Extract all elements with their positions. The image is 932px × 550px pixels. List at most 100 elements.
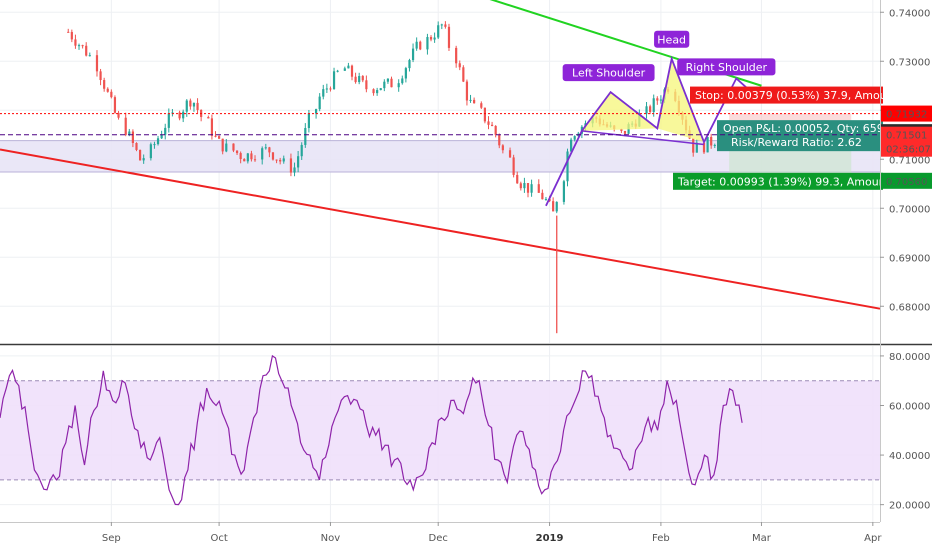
left-shoulder-area — [581, 92, 658, 131]
candle-body — [232, 143, 235, 151]
candle-body — [480, 103, 483, 108]
candle-body — [235, 150, 239, 154]
candle-body — [182, 111, 185, 119]
head-area — [657, 58, 704, 143]
candle-body — [167, 113, 170, 128]
candle-body — [426, 37, 429, 50]
candle-body — [498, 134, 501, 146]
stop-label-bg — [690, 86, 883, 104]
candle-body — [404, 68, 407, 79]
candle-body — [178, 112, 181, 119]
rr-label: Risk/Reward Ratio: 2.62 — [731, 136, 862, 149]
price-tag-bg — [881, 126, 932, 143]
rsi-pane[interactable] — [0, 346, 880, 522]
candle-body — [437, 25, 440, 38]
candle-body — [706, 136, 709, 153]
candle-body — [67, 31, 70, 33]
candle-body — [692, 138, 695, 153]
candle-body — [225, 143, 228, 152]
candle-body — [516, 174, 519, 184]
candle-body — [562, 181, 566, 202]
candle-body — [623, 130, 627, 134]
label-left-shoulder: Left Shoulder — [572, 67, 646, 80]
stop-label: Stop: 0.00379 (0.53%) 37.9, Amount — [695, 89, 899, 102]
candle-body — [358, 76, 361, 83]
price-axis-tick-label: 0.69000 — [889, 253, 930, 264]
candle-body — [447, 26, 451, 48]
candle-body — [300, 144, 303, 157]
candle-body — [261, 148, 264, 160]
price-axis-tick-label: 0.73000 — [889, 57, 930, 68]
candle-body — [544, 198, 548, 200]
candle-body — [473, 99, 476, 104]
candle-body — [444, 24, 447, 27]
candle-body — [487, 121, 490, 125]
time-axis-tick-label: Oct — [210, 533, 227, 544]
candle-body — [429, 37, 433, 40]
candle-body — [702, 142, 706, 153]
candle-body — [365, 80, 368, 90]
rsi-axis-tick-label: 60.0000 — [889, 401, 930, 412]
candle-body — [117, 112, 120, 118]
label-left-shoulder-bg — [562, 64, 655, 82]
candle-body — [411, 48, 415, 61]
candle-body — [347, 65, 350, 69]
price-axis-tick-label: 0.68000 — [889, 302, 930, 313]
candle-body — [645, 106, 648, 114]
candle-body — [192, 102, 196, 107]
candle-body — [164, 127, 167, 135]
rsi-line — [0, 354, 743, 506]
candle-body — [523, 183, 526, 189]
candle-body — [138, 149, 142, 161]
time-axis[interactable]: Sep Oct Nov Dec 2019 Feb Mar Apr — [102, 522, 882, 544]
rsi-axis[interactable]: 80.0000 60.0000 40.0000 20.0000 — [880, 352, 930, 512]
time-axis-tick-label: Feb — [652, 533, 670, 544]
candle-body — [185, 100, 188, 112]
price-tag-bg — [881, 140, 932, 157]
candle-body — [156, 138, 160, 145]
candle-body — [552, 201, 555, 212]
candle-body — [77, 45, 81, 47]
rsi-axis-tick-label: 40.0000 — [889, 451, 930, 462]
candle-body — [713, 144, 716, 146]
candle-body — [271, 152, 275, 160]
candle-body — [88, 55, 91, 57]
candle-body — [458, 63, 461, 68]
label-head: Head — [657, 33, 686, 46]
candle-body — [440, 24, 443, 26]
candle-body — [135, 142, 138, 150]
pattern-neckline[interactable] — [581, 130, 705, 146]
candle-body — [307, 113, 310, 129]
candle-body — [386, 78, 390, 82]
price-axis[interactable]: 0.740000.730000.720000.710000.700000.690… — [880, 0, 930, 522]
candle-body — [620, 129, 623, 131]
pane-divider — [0, 343, 932, 523]
candle-body — [508, 150, 512, 158]
candle-body — [433, 37, 436, 40]
candle-body — [275, 159, 278, 161]
candle-body — [537, 184, 540, 193]
rsi-axis-tick-label: 20.0000 — [889, 501, 930, 512]
candle-body — [390, 78, 393, 88]
candle-body — [318, 96, 321, 110]
position-tool[interactable]: Stop: 0.00379 (0.53%) 37.9, Amount Open P… — [673, 86, 899, 190]
candle-body — [253, 159, 257, 161]
candle-body — [566, 151, 569, 182]
candle-body — [354, 76, 357, 83]
candle-body — [415, 41, 418, 49]
candle-body — [153, 144, 156, 146]
candle-body — [239, 153, 242, 160]
candle-body — [289, 158, 293, 173]
candle-body — [264, 147, 267, 149]
label-right-shoulder: Right Shoulder — [686, 61, 768, 74]
candle-body — [656, 98, 659, 101]
candle-body — [530, 184, 533, 193]
candle-body — [110, 91, 113, 98]
candle-body — [131, 131, 134, 143]
rsi-band-rect — [0, 380, 880, 480]
candle-body — [710, 136, 713, 146]
candle-body — [573, 136, 576, 140]
price-pane[interactable]: Left Shoulder Head Right Shoulder Stop: 0.… — [0, 0, 899, 343]
trendline-lower[interactable] — [0, 148, 881, 310]
